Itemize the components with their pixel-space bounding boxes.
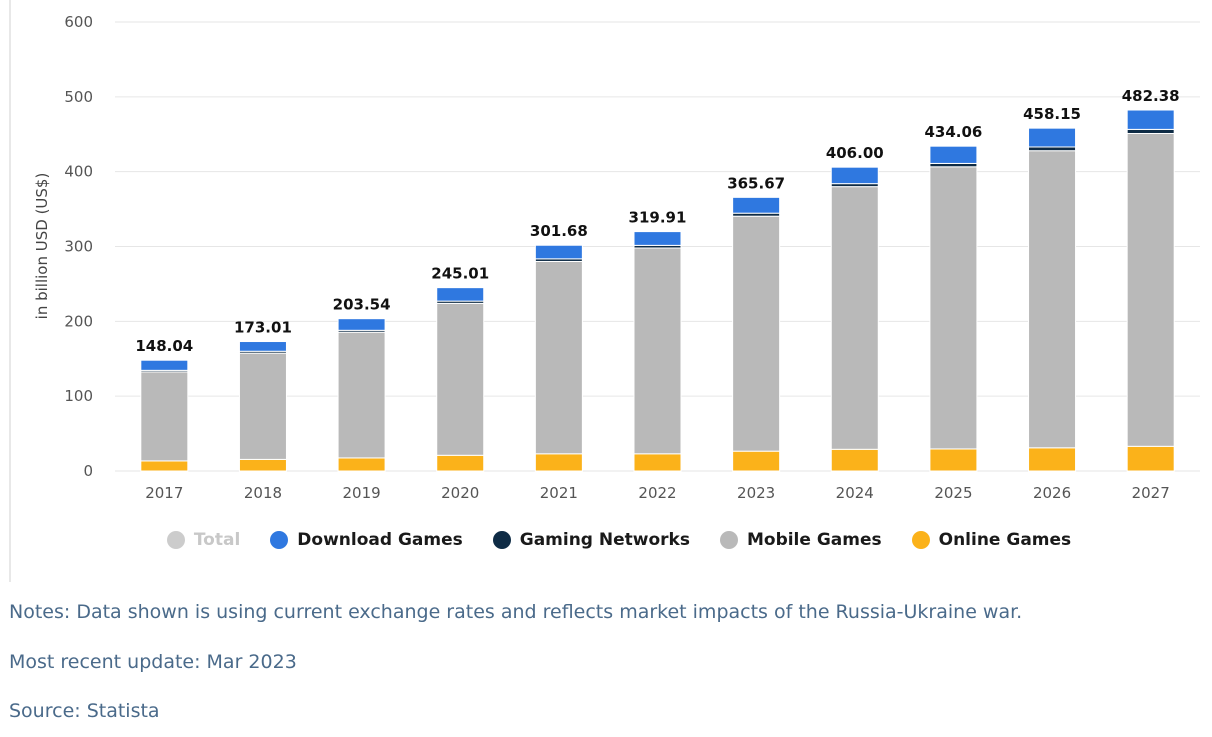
x-tick-label: 2022 — [638, 484, 676, 502]
legend-item-total[interactable]: Total — [166, 530, 241, 550]
legend-dot-icon — [270, 531, 289, 549]
bar-online-games — [1126, 445, 1175, 472]
bar-online-games — [1028, 447, 1077, 472]
bar-download-games — [534, 244, 583, 260]
bar-mobile-games — [1028, 150, 1077, 449]
bar-mobile-games — [337, 331, 386, 459]
legend-item-gaming-networks[interactable]: Gaming Networks — [492, 530, 690, 550]
bar-online-games — [633, 453, 682, 472]
legend-label: Mobile Games — [746, 530, 882, 550]
bar-mobile-games — [929, 166, 978, 450]
bar-mobile-games — [830, 186, 879, 450]
bar-download-games — [238, 341, 287, 352]
legend-dot-icon — [166, 531, 185, 549]
y-tick-label: 0 — [83, 462, 93, 480]
total-value-label: 301.68 — [530, 222, 588, 240]
legend-dot-icon — [719, 531, 738, 549]
total-value-label: 482.38 — [1122, 87, 1180, 105]
legend-label: Online Games — [938, 530, 1072, 550]
y-axis-title: in billion USD (US$) — [33, 173, 51, 320]
bar-online-games — [830, 448, 879, 472]
chart-area: 0 100 200 300 400 500 600 148.04 173.01 203.54 24… — [0, 0, 1212, 582]
total-value-label: 148.04 — [135, 337, 193, 355]
total-value-label: 458.15 — [1023, 105, 1081, 123]
y-tick-label: 100 — [64, 387, 93, 405]
bar-online-games — [534, 453, 583, 472]
bar-gaming-networks — [1126, 128, 1175, 135]
legend-dot-icon — [492, 531, 511, 549]
x-tick-label: 2023 — [737, 484, 775, 502]
chart-notes: Notes: Data shown is using current excha… — [9, 601, 1023, 623]
bar-download-games — [337, 318, 386, 331]
x-tick-label: 2018 — [244, 484, 282, 502]
legend-item-online-games[interactable]: Online Games — [911, 530, 1072, 550]
y-tick-label: 500 — [64, 88, 93, 106]
source-credit: Source: Statista — [9, 700, 160, 722]
bar-online-games — [436, 454, 485, 472]
legend-item-mobile-games[interactable]: Mobile Games — [719, 530, 882, 550]
total-value-label: 173.01 — [234, 319, 292, 337]
x-tick-label: 2021 — [540, 484, 578, 502]
bar-mobile-games — [732, 215, 781, 452]
bar-download-games — [1126, 109, 1175, 130]
x-axis-ticks: 2017 2018 2019 2020 2021 2022 2023 2024 2025 2026… — [145, 484, 1170, 502]
total-labels: 148.04 173.01 203.54 245.01 301.68 319.91 365.… — [135, 87, 1179, 355]
total-value-label: 434.06 — [924, 123, 982, 141]
bar-mobile-games — [238, 352, 287, 460]
legend-label: Gaming Networks — [519, 530, 690, 550]
bar-mobile-games — [1126, 133, 1175, 447]
y-tick-label: 400 — [64, 163, 93, 181]
x-tick-label: 2017 — [145, 484, 183, 502]
total-value-label: 406.00 — [826, 144, 884, 162]
bar-download-games — [929, 145, 978, 164]
bar-online-games — [337, 457, 386, 472]
legend-item-download-games[interactable]: Download Games — [270, 530, 463, 550]
y-axis-ticks: 0 100 200 300 400 500 600 — [64, 13, 93, 480]
total-value-label: 203.54 — [333, 296, 391, 314]
last-update: Most recent update: Mar 2023 — [9, 651, 297, 673]
bar-online-games — [140, 460, 189, 472]
bar-mobile-games — [633, 247, 682, 455]
y-tick-label: 600 — [64, 13, 93, 31]
x-tick-label: 2019 — [342, 484, 380, 502]
bar-download-games — [436, 287, 485, 302]
bar-mobile-games — [140, 371, 189, 462]
legend: Total Download Games Gaming Networks Mobile… — [0, 526, 1212, 554]
total-value-label: 245.01 — [431, 265, 489, 283]
stacked-bar-chart: 0 100 200 300 400 500 600 148.04 173.01 203.54 24… — [9, 0, 1200, 582]
y-tick-label: 300 — [64, 238, 93, 256]
total-value-label: 365.67 — [727, 174, 785, 192]
bar-download-games — [1028, 127, 1077, 148]
bar-download-games — [830, 166, 879, 185]
bar-download-games — [732, 196, 781, 214]
x-tick-label: 2027 — [1132, 484, 1170, 502]
bars — [140, 109, 1175, 472]
x-tick-label: 2026 — [1033, 484, 1071, 502]
legend-label: Download Games — [297, 530, 463, 550]
total-value-label: 319.91 — [629, 209, 687, 227]
bar-online-games — [238, 458, 287, 472]
bar-mobile-games — [436, 302, 485, 456]
legend-label: Total — [193, 530, 241, 550]
bar-online-games — [929, 448, 978, 472]
bar-mobile-games — [534, 260, 583, 455]
x-tick-label: 2020 — [441, 484, 479, 502]
y-tick-label: 200 — [64, 312, 93, 330]
bar-download-games — [140, 359, 189, 371]
bar-download-games — [633, 231, 682, 246]
legend-dot-icon — [911, 531, 930, 549]
bar-gaming-networks — [929, 162, 978, 168]
x-tick-label: 2025 — [934, 484, 972, 502]
bar-online-games — [732, 450, 781, 472]
bar-gaming-networks — [1028, 146, 1077, 152]
x-tick-label: 2024 — [836, 484, 874, 502]
